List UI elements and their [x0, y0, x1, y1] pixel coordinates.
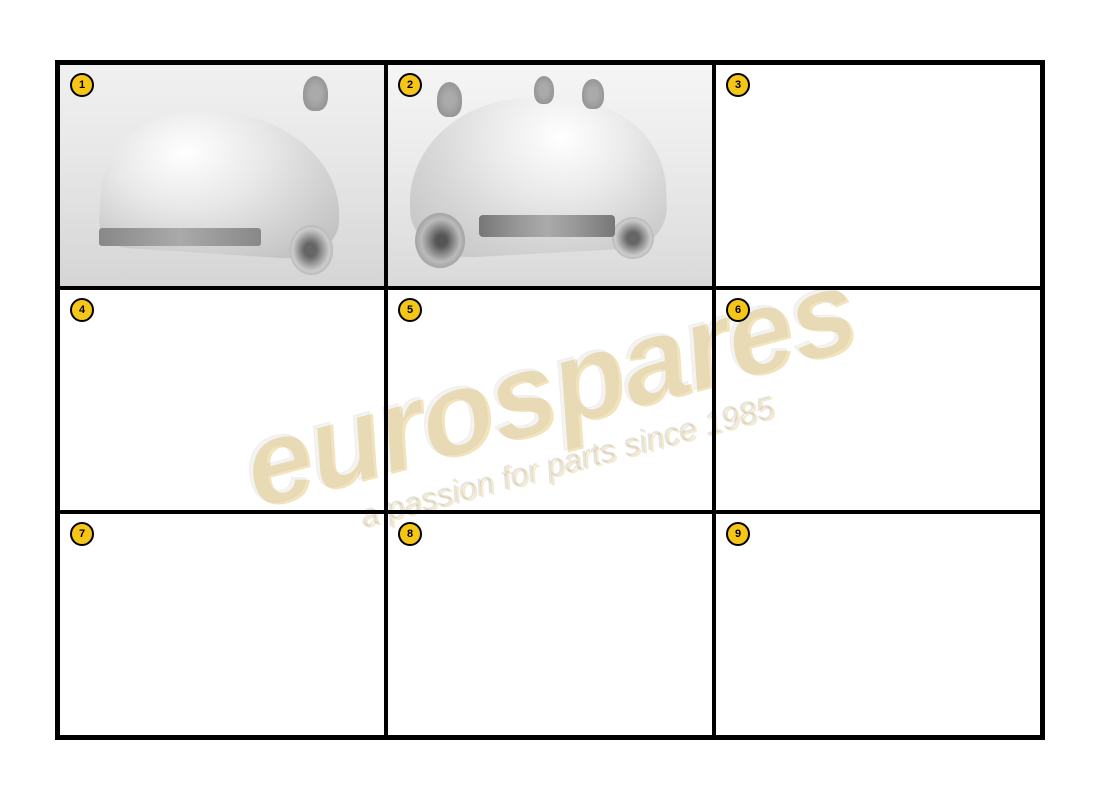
cell-badge-6: 6	[726, 298, 750, 322]
cell-badge-2: 2	[398, 73, 422, 97]
grid-cell-4[interactable]: 4	[58, 288, 386, 513]
grid-cell-8[interactable]: 8	[386, 512, 714, 737]
badge-number: 3	[735, 79, 741, 91]
grid-cell-3[interactable]: 3	[714, 63, 1042, 288]
grid-cell-9[interactable]: 9	[714, 512, 1042, 737]
cell-badge-4: 4	[70, 298, 94, 322]
car-rear-render	[60, 65, 384, 286]
grid-cell-5[interactable]: 5	[386, 288, 714, 513]
badge-number: 5	[407, 304, 413, 316]
badge-number: 1	[79, 79, 85, 91]
cell-badge-5: 5	[398, 298, 422, 322]
badge-number: 2	[407, 79, 413, 91]
grid-cell-1[interactable]: 1	[58, 63, 386, 288]
parts-grid: 1 2 3 4	[55, 60, 1045, 740]
cell-badge-7: 7	[70, 522, 94, 546]
car-front-render	[388, 65, 712, 286]
grid-cell-6[interactable]: 6	[714, 288, 1042, 513]
badge-number: 8	[407, 528, 413, 540]
cell-badge-9: 9	[726, 522, 750, 546]
badge-number: 9	[735, 528, 741, 540]
badge-number: 4	[79, 304, 85, 316]
cell-badge-3: 3	[726, 73, 750, 97]
cell-badge-8: 8	[398, 522, 422, 546]
grid-cell-2[interactable]: 2	[386, 63, 714, 288]
grid-cell-7[interactable]: 7	[58, 512, 386, 737]
badge-number: 7	[79, 528, 85, 540]
badge-number: 6	[735, 304, 741, 316]
cell-badge-1: 1	[70, 73, 94, 97]
